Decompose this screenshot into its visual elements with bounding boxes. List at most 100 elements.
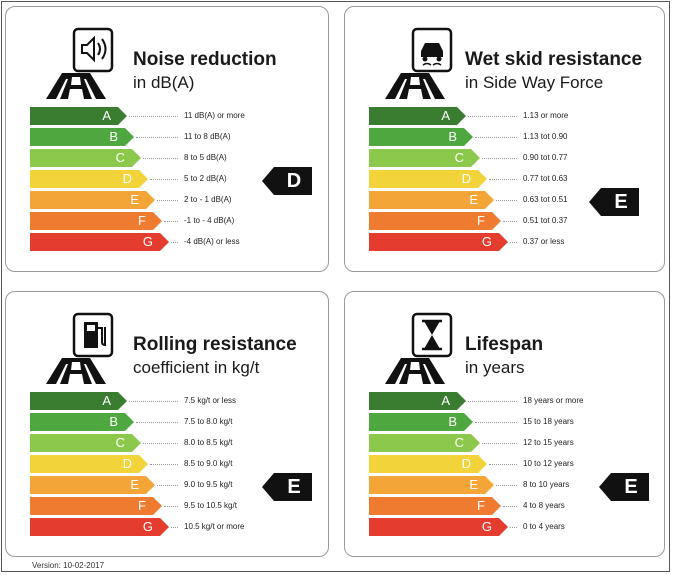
road-skidding-car-icon: [385, 27, 453, 99]
class-letter: E: [130, 192, 139, 207]
rating-row-f: F 4 to 8 years: [369, 497, 669, 515]
rating-scale: A 18 years or more B 15 to 18 years C 12 to 1…: [369, 392, 669, 542]
rating-row-c: C 8 to 5 dB(A): [30, 149, 330, 167]
rating-row-b: B 15 to 18 years: [369, 413, 669, 431]
class-letter: C: [454, 150, 464, 165]
class-bar: G: [30, 233, 169, 251]
rating-scale: A 7.5 kg/t or less B 7.5 to 8.0 kg/t C 8.0 to…: [30, 392, 330, 542]
range-label: 0 to 4 years: [523, 522, 565, 531]
leader-dots: [496, 485, 517, 486]
class-bar: E: [30, 476, 155, 494]
class-bar: A: [369, 392, 466, 410]
rating-badge: E: [589, 188, 639, 216]
rating-row-a: A 7.5 kg/t or less: [30, 392, 330, 410]
leader-dots: [157, 485, 178, 486]
leader-dots: [468, 116, 517, 117]
class-letter: A: [102, 393, 111, 408]
rating-letter: E: [287, 476, 301, 498]
rating-row-e: E 9.0 to 9.5 kg/t: [30, 476, 330, 494]
class-bar: D: [369, 455, 487, 473]
class-letter: F: [477, 498, 485, 513]
road-speaker-icon: [46, 27, 114, 99]
panel-title: Rolling resistance: [133, 334, 297, 355]
class-letter: D: [122, 456, 132, 471]
range-label: 12 to 15 years: [523, 438, 574, 447]
class-letter: D: [461, 171, 471, 186]
class-letter: B: [448, 414, 457, 429]
class-letter: B: [109, 129, 118, 144]
range-label: 2 to - 1 dB(A): [184, 195, 232, 204]
class-bar: E: [30, 191, 155, 209]
class-bar: F: [30, 212, 162, 230]
range-label: 8.0 to 8.5 kg/t: [184, 438, 233, 447]
panel-subtitle: in dB(A): [133, 73, 195, 92]
rating-row-g: G 10.5 kg/t or more: [30, 518, 330, 536]
class-letter: B: [109, 414, 118, 429]
leader-dots: [150, 464, 178, 465]
class-bar: G: [369, 233, 508, 251]
class-letter: D: [122, 171, 132, 186]
class-bar: C: [369, 149, 480, 167]
rating-row-f: F 9.5 to 10.5 kg/t: [30, 497, 330, 515]
class-letter: G: [481, 234, 492, 249]
class-bar: D: [30, 455, 148, 473]
range-label: 11 to 8 dB(A): [184, 132, 231, 141]
road-hourglass-icon: [385, 312, 453, 384]
leader-dots: [503, 506, 517, 507]
leader-dots: [503, 221, 517, 222]
panel-title: Noise reduction: [133, 49, 277, 70]
panel-noise-reduction: Noise reduction in dB(A) A 11 dB(A) or mo…: [5, 6, 329, 272]
range-label: 0.77 tot 0.63: [523, 174, 568, 183]
class-bar: G: [30, 518, 169, 536]
rating-row-e: E 2 to - 1 dB(A): [30, 191, 330, 209]
version-label: Version: 10-02-2017: [32, 561, 105, 570]
leader-dots: [171, 527, 178, 528]
leader-dots: [136, 422, 178, 423]
rating-row-d: D 0.77 tot 0.63: [369, 170, 669, 188]
panel-subtitle: in Side Way Force: [465, 73, 604, 92]
range-label: -4 dB(A) or less: [184, 237, 240, 246]
panel-rolling-resistance: Rolling resistance coefficient in kg/t A…: [5, 291, 329, 557]
leader-dots: [510, 527, 517, 528]
class-letter: E: [469, 477, 478, 492]
rating-badge: E: [262, 473, 312, 501]
rating-row-g: G 0 to 4 years: [369, 518, 669, 536]
leader-dots: [482, 443, 517, 444]
class-bar: D: [30, 170, 148, 188]
class-letter: B: [448, 129, 457, 144]
class-letter: E: [130, 477, 139, 492]
class-letter: A: [441, 108, 450, 123]
rating-letter: D: [286, 170, 302, 192]
class-bar: E: [369, 191, 494, 209]
class-bar: C: [30, 434, 141, 452]
class-bar: F: [30, 497, 162, 515]
rating-row-b: B 11 to 8 dB(A): [30, 128, 330, 146]
panel-wet-skid-resistance: Wet skid resistance in Side Way Force A 1…: [344, 6, 665, 272]
leader-dots: [171, 242, 178, 243]
rating-row-g: G -4 dB(A) or less: [30, 233, 330, 251]
leader-dots: [510, 242, 517, 243]
panel-subtitle: coefficient in kg/t: [133, 358, 260, 377]
rating-row-f: F -1 to - 4 dB(A): [30, 212, 330, 230]
rating-row-c: C 12 to 15 years: [369, 434, 669, 452]
rating-row-g: G 0.37 or less: [369, 233, 669, 251]
rating-badge: E: [599, 473, 649, 501]
panel-title: Wet skid resistance: [465, 49, 643, 70]
leader-dots: [164, 506, 178, 507]
class-bar: A: [369, 107, 466, 125]
class-letter: C: [115, 435, 125, 450]
class-bar: C: [369, 434, 480, 452]
class-letter: G: [481, 519, 492, 534]
class-bar: G: [369, 518, 508, 536]
class-letter: F: [138, 498, 146, 513]
range-label: -1 to - 4 dB(A): [184, 216, 235, 225]
class-bar: C: [30, 149, 141, 167]
range-label: 7.5 to 8.0 kg/t: [184, 417, 233, 426]
rating-row-a: A 1.13 or more: [369, 107, 669, 125]
road-fuel-pump-icon: [46, 312, 114, 384]
leader-dots: [129, 116, 178, 117]
leader-dots: [136, 137, 178, 138]
leader-dots: [482, 158, 517, 159]
rating-badge: D: [262, 167, 312, 195]
